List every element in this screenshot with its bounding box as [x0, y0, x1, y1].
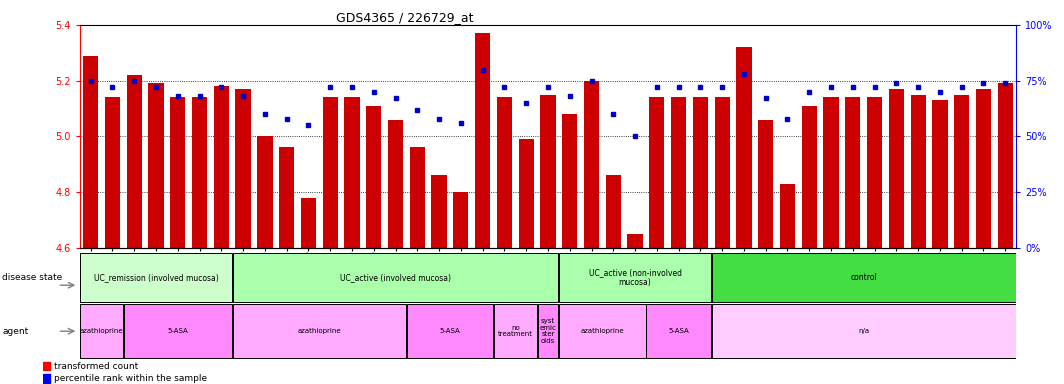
Bar: [649, 98, 664, 248]
Text: azathioprine: azathioprine: [298, 328, 342, 334]
Bar: [801, 106, 817, 248]
Bar: [475, 33, 491, 248]
Text: azathioprine: azathioprine: [581, 328, 625, 334]
Text: azathioprine: azathioprine: [80, 328, 123, 334]
Bar: [279, 147, 295, 248]
Bar: [80, 305, 123, 358]
Bar: [170, 98, 185, 248]
Bar: [388, 120, 403, 248]
Text: GDS4365 / 226729_at: GDS4365 / 226729_at: [335, 12, 473, 25]
Bar: [647, 305, 711, 358]
Bar: [780, 184, 795, 248]
Bar: [671, 98, 686, 248]
Bar: [214, 86, 229, 248]
Bar: [693, 98, 708, 248]
Bar: [715, 98, 730, 248]
Text: 5-ASA: 5-ASA: [167, 328, 188, 334]
Bar: [148, 83, 164, 248]
Bar: [233, 305, 406, 358]
Bar: [494, 305, 536, 358]
Bar: [584, 81, 599, 248]
Bar: [628, 234, 643, 248]
Bar: [301, 197, 316, 248]
Bar: [235, 89, 251, 248]
Bar: [233, 253, 559, 302]
Text: UC_active (non-involved
mucosa): UC_active (non-involved mucosa): [588, 268, 682, 287]
Bar: [192, 98, 207, 248]
Text: n/a: n/a: [859, 328, 869, 334]
Bar: [127, 75, 142, 248]
Bar: [518, 139, 534, 248]
Bar: [932, 100, 948, 248]
Bar: [410, 147, 425, 248]
Bar: [497, 98, 512, 248]
Bar: [43, 374, 50, 383]
Bar: [83, 56, 98, 248]
Bar: [322, 98, 338, 248]
Bar: [43, 362, 50, 370]
Text: transformed count: transformed count: [54, 361, 138, 371]
Bar: [366, 106, 381, 248]
Bar: [345, 98, 360, 248]
Text: 5-ASA: 5-ASA: [668, 328, 689, 334]
Text: UC_remission (involved mucosa): UC_remission (involved mucosa): [94, 273, 218, 282]
Bar: [758, 120, 774, 248]
Text: 5-ASA: 5-ASA: [439, 328, 461, 334]
Bar: [257, 136, 272, 248]
Bar: [867, 98, 882, 248]
Bar: [976, 89, 991, 248]
Bar: [888, 89, 904, 248]
Bar: [824, 98, 838, 248]
Text: no
treatment: no treatment: [498, 325, 533, 338]
Bar: [560, 305, 646, 358]
Bar: [712, 253, 1016, 302]
Bar: [845, 98, 861, 248]
Text: percentile rank within the sample: percentile rank within the sample: [54, 374, 207, 383]
Bar: [911, 94, 926, 248]
Bar: [712, 305, 1016, 358]
Text: UC_active (involved mucosa): UC_active (involved mucosa): [340, 273, 451, 282]
Bar: [80, 253, 232, 302]
Text: agent: agent: [2, 327, 29, 336]
Bar: [105, 98, 120, 248]
Text: syst
emic
ster
oids: syst emic ster oids: [539, 318, 556, 344]
Bar: [736, 47, 751, 248]
Text: control: control: [850, 273, 877, 282]
Bar: [432, 175, 447, 248]
Text: disease state: disease state: [2, 273, 63, 282]
Bar: [406, 305, 493, 358]
Bar: [537, 305, 559, 358]
Bar: [998, 83, 1013, 248]
Bar: [562, 114, 578, 248]
Bar: [560, 253, 711, 302]
Bar: [541, 94, 555, 248]
Bar: [123, 305, 232, 358]
Bar: [954, 94, 969, 248]
Bar: [453, 192, 468, 248]
Bar: [605, 175, 621, 248]
